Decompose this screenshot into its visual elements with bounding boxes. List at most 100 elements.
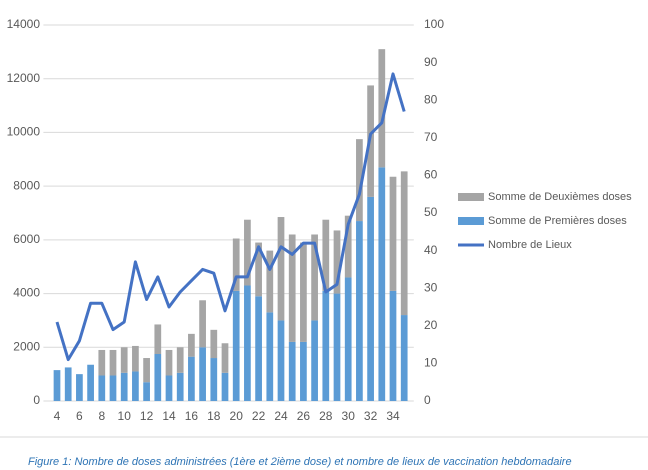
bar-segment [378,167,386,401]
x-tick-label: 18 [207,409,221,423]
bar-segment [221,372,229,401]
bar-segment [288,341,296,401]
y2-tick-label: 0 [424,393,431,407]
bar-segment [154,324,162,354]
bar-segment [311,320,318,401]
bar-segment [255,296,262,401]
bar-segment [98,349,106,376]
x-tick-label: 20 [230,409,244,423]
y-tick-label: 4000 [13,286,40,300]
bar-segment [266,250,274,313]
bar-segment [132,345,139,372]
bar-segment [210,358,218,401]
y-tick-label: 14000 [7,17,41,31]
bar-segment [266,312,274,401]
x-tick-label: 4 [54,409,61,423]
x-tick-label: 30 [342,409,356,423]
bar-segment [300,341,307,401]
y-tick-label: 8000 [13,178,40,192]
y2-tick-label: 30 [424,280,438,294]
figure-caption: Figure 1: Nombre de doses administrées (… [28,456,572,468]
bar-segment [221,343,229,373]
bar-segment [232,238,240,291]
bar-segment [277,217,285,321]
bar-segment [143,382,150,401]
legend-swatch [458,217,484,225]
y2-tick-label: 60 [424,168,438,182]
bar-segment [333,293,341,401]
y2-tick-label: 50 [424,205,438,219]
bar-segment [389,176,397,291]
bar-segment [98,375,106,401]
bar-segment [300,242,307,342]
bar-segment [322,219,330,291]
x-tick-label: 28 [319,409,333,423]
bar-segment [120,347,128,373]
x-tick-label: 32 [364,409,378,423]
bar-segment [176,372,184,401]
bar-segment [288,234,296,342]
x-tick-label: 14 [162,409,176,423]
y2-tick-label: 10 [424,356,438,370]
y-tick-label: 12000 [7,71,41,85]
bar-segment [344,215,352,278]
bar-segment [188,333,195,357]
line-series [55,72,406,362]
bar-segment [188,356,195,401]
legend-label: Somme de Deuxièmes doses [488,191,632,203]
y2-tick-label: 20 [424,318,438,332]
bar-segment [367,196,374,401]
y2-tick-label: 80 [424,92,438,106]
bar-segment [143,358,150,383]
x-tick-label: 34 [386,409,400,423]
bar-segment [199,347,206,401]
bar-segment [244,285,251,401]
x-tick-label: 26 [297,409,311,423]
y2-tick-label: 70 [424,130,438,144]
bar-segment [210,329,218,359]
bar-segment [120,372,128,401]
bar-segment [87,364,94,401]
bar-segment [356,139,363,222]
legend-label: Somme de Premières doses [488,215,627,227]
bar-segment [165,375,173,401]
bar-segment [176,347,184,373]
bar-segment [165,349,173,376]
y2-tick-label: 40 [424,243,438,257]
bar-segment [333,230,341,294]
legend-swatch [458,193,484,201]
y-tick-label: 10000 [7,125,41,139]
y-tick-label: 0 [33,393,40,407]
x-tick-label: 12 [140,409,154,423]
x-tick-label: 16 [185,409,199,423]
bar-segment [356,221,363,401]
bar-segment [277,320,285,401]
bar-segment [244,219,251,286]
bar-segment [109,349,117,376]
bar-segment [322,290,330,401]
bar-segment [76,374,83,401]
x-tick-label: 8 [98,409,105,423]
y-tick-label: 2000 [13,339,40,353]
bar-segment [344,277,352,401]
bar-segment [64,367,72,401]
bar-segment [389,290,397,401]
x-tick-label: 10 [118,409,132,423]
y-tick-label: 6000 [13,232,40,246]
bar-segment [53,370,61,401]
bar-segment [132,371,139,401]
x-tick-label: 6 [76,409,83,423]
bar-segment [311,234,318,321]
bar-segment [232,290,240,401]
x-tick-label: 24 [274,409,288,423]
y2-tick-label: 100 [424,17,444,31]
bar-segment [109,375,117,401]
bar-segment [154,354,162,401]
bar-segment [199,300,206,348]
y2-tick-label: 90 [424,55,438,69]
bar-segment [378,49,386,168]
bar-segment [255,242,262,297]
bar-segment [400,315,408,401]
x-tick-label: 22 [252,409,266,423]
